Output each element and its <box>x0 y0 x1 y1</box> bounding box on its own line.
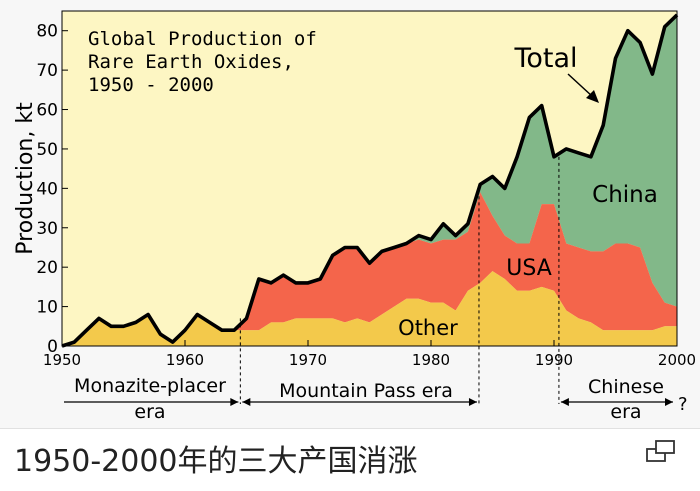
series-label-china: China <box>592 182 658 208</box>
chart-title-line-3: 1950 - 2000 <box>88 74 214 96</box>
x-tick-label-1950: 1950 <box>43 351 81 369</box>
era-label-chinese-line2: era <box>610 401 641 423</box>
chart-title-line-1: Global Production of <box>88 28 317 50</box>
y-tick-label-80: 80 <box>36 22 58 42</box>
total-pointer-arrowhead <box>586 90 599 103</box>
era-label-mountain-pass: Mountain Pass era <box>279 380 453 402</box>
era-label-chinese-line1: Chinese <box>588 376 664 398</box>
y-tick-label-70: 70 <box>36 61 58 81</box>
y-tick-label-0: 0 <box>47 337 58 357</box>
y-tick-label-40: 40 <box>36 179 58 199</box>
era-arrow-monazite-head-right <box>230 398 239 406</box>
series-label-usa: USA <box>506 256 552 281</box>
x-tick-label-1970: 1970 <box>289 351 327 369</box>
era-label-chinese-question: ? <box>678 394 688 415</box>
series-label-other: Other <box>398 316 458 340</box>
figure-panel: 0 10 20 30 40 50 60 70 80 1950 1960 1970 1980 1990 200… <box>0 10 700 429</box>
era-label-monazite-line1: Monazite-placer <box>74 375 226 397</box>
y-tick-label-10: 10 <box>36 298 58 318</box>
usa-area <box>62 192 677 346</box>
era-arrow-mountain-pass-head-right <box>468 398 477 406</box>
y-tick-label-60: 60 <box>36 101 58 121</box>
total-label: Total <box>513 43 577 74</box>
era-arrow-chinese-head-right <box>665 398 673 406</box>
china-area <box>62 14 677 347</box>
production-chart: 0 10 20 30 40 50 60 70 80 1950 1960 1970 1980 1990 200… <box>13 10 696 423</box>
y-tick-label-20: 20 <box>36 258 58 278</box>
y-tick-label-50: 50 <box>36 140 58 160</box>
era-arrow-chinese-head-left <box>560 398 569 406</box>
expand-image-icon[interactable] <box>646 438 680 464</box>
x-tick-label-1990: 1990 <box>535 351 573 369</box>
x-tick-label-1960: 1960 <box>166 351 204 369</box>
total-pointer-line <box>567 73 594 98</box>
x-tick-label-1980: 1980 <box>412 351 450 369</box>
y-tick-label-30: 30 <box>36 219 58 239</box>
x-tick-label-2000: 2000 <box>658 351 696 369</box>
figure-caption: 1950-2000年的三大产国消涨 <box>14 444 418 479</box>
era-label-monazite-line2: era <box>134 401 165 423</box>
total-line <box>61 13 679 348</box>
y-axis-label: Production, kt <box>13 102 38 255</box>
chart-title-line-2: Rare Earth Oxides, <box>88 51 294 73</box>
plot-frame <box>61 10 678 347</box>
era-arrow-mountain-pass-head-left <box>242 398 251 406</box>
